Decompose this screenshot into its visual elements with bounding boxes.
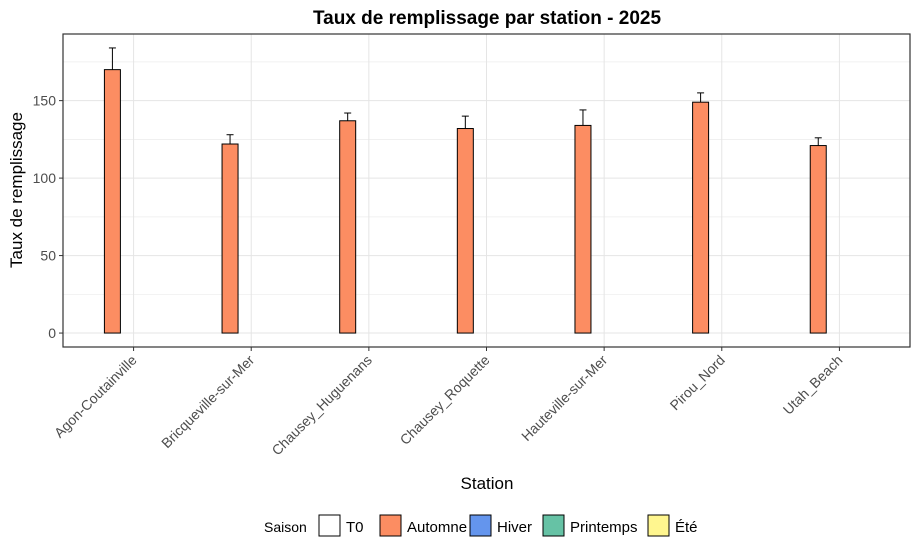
y-tick-label: 0 (48, 325, 56, 341)
x-tick-label: Pirou_Nord (667, 352, 728, 413)
bar (339, 120, 357, 334)
x-tick-label: Chausey_Huguenans (268, 352, 375, 459)
y-tick-label: 50 (40, 248, 56, 264)
bar (692, 101, 710, 334)
legend-label: Printemps (570, 519, 638, 536)
bar (809, 145, 827, 334)
bar (456, 128, 474, 334)
legend-label: Hiver (497, 519, 532, 536)
y-axis: 0 50 100 150 (33, 93, 63, 341)
legend-swatch (379, 514, 402, 537)
legend-label: Automne (407, 519, 467, 536)
grid (63, 34, 910, 347)
legend-label: Été (675, 519, 698, 536)
y-tick-label: 100 (33, 170, 57, 186)
x-axis: Agon-Coutainville Bricqueville-sur-Mer Cha… (51, 347, 846, 458)
x-tick-label: Agon-Coutainville (51, 352, 140, 441)
x-tick-label: Bricqueville-sur-Mer (158, 352, 258, 452)
legend-swatch (469, 514, 492, 537)
bars (103, 47, 827, 334)
y-tick-label: 150 (33, 93, 57, 109)
legend-swatch (318, 514, 341, 537)
bar (221, 143, 239, 334)
x-tick-label: Utah_Beach (780, 352, 846, 418)
chart-title: Taux de remplissage par station - 2025 (313, 8, 662, 29)
x-axis-label: Station (461, 474, 514, 493)
bar (574, 124, 592, 334)
x-tick-label: Hauteville-sur-Mer (518, 352, 610, 444)
legend-swatch (542, 514, 565, 537)
y-axis-label: Taux de remplissage (7, 112, 26, 268)
legend-label: T0 (346, 519, 364, 536)
bar (103, 69, 121, 334)
x-tick-label: Chausey_Roquette (397, 352, 493, 448)
legend-swatch (647, 514, 670, 537)
legend: Saison T0 Automne Hiver Printemps Été (264, 514, 698, 537)
legend-title: Saison (264, 519, 307, 535)
